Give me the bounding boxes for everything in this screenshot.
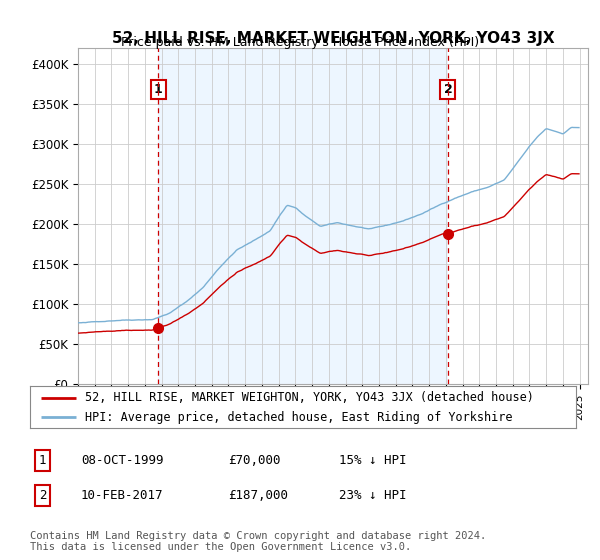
Title: 52, HILL RISE, MARKET WEIGHTON, YORK, YO43 3JX: 52, HILL RISE, MARKET WEIGHTON, YORK, YO… (112, 31, 554, 46)
Text: 23% ↓ HPI: 23% ↓ HPI (339, 489, 407, 502)
Text: Price paid vs. HM Land Registry's House Price Index (HPI): Price paid vs. HM Land Registry's House … (121, 36, 479, 49)
Text: 1: 1 (39, 454, 47, 467)
Text: 10-FEB-2017: 10-FEB-2017 (81, 489, 163, 502)
Text: 15% ↓ HPI: 15% ↓ HPI (339, 454, 407, 467)
Text: £70,000: £70,000 (228, 454, 281, 467)
Text: 1: 1 (154, 83, 163, 96)
Bar (158, 48, 448, 384)
Text: HPI: Average price, detached house, East Riding of Yorkshire: HPI: Average price, detached house, East… (85, 410, 512, 423)
Text: 2: 2 (443, 83, 452, 96)
Text: Contains HM Land Registry data © Crown copyright and database right 2024.
This d: Contains HM Land Registry data © Crown c… (30, 531, 486, 553)
Text: 2: 2 (39, 489, 47, 502)
Text: 08-OCT-1999: 08-OCT-1999 (81, 454, 163, 467)
Text: 52, HILL RISE, MARKET WEIGHTON, YORK, YO43 3JX (detached house): 52, HILL RISE, MARKET WEIGHTON, YORK, YO… (85, 391, 533, 404)
Text: £187,000: £187,000 (228, 489, 288, 502)
